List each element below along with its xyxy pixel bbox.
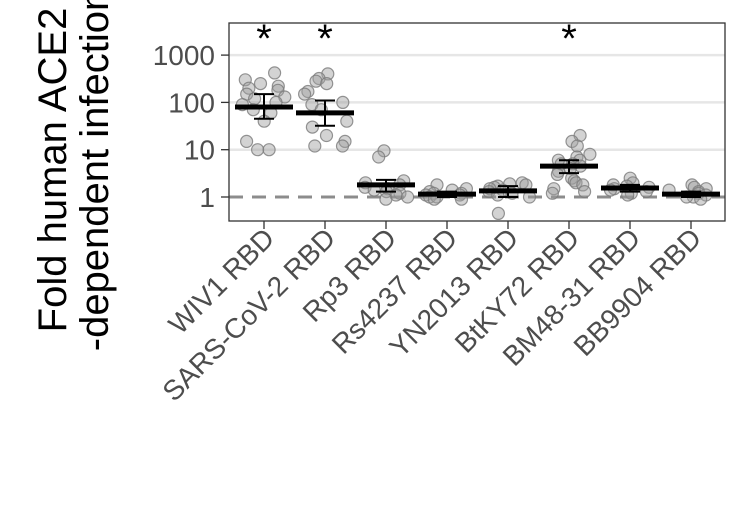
y-tick-label-100: 100 [168, 87, 215, 118]
data-point-2-11 [305, 120, 319, 134]
significance-marker-2: * [317, 17, 333, 61]
data-point-3-12 [401, 190, 415, 204]
data-point-1-1 [268, 66, 282, 80]
data-point-2-14 [335, 139, 350, 153]
data-point-1-16 [251, 143, 265, 157]
data-point-6-3 [570, 139, 584, 153]
data-point-2-10 [340, 114, 354, 128]
data-point-6-20 [545, 186, 560, 200]
data-point-2-4 [320, 76, 334, 91]
data-point-1-4 [271, 79, 285, 93]
significance-markers: * * * [256, 17, 577, 61]
data-point-6-19 [577, 185, 592, 199]
y-axis: 1 10 100 1000 [153, 40, 229, 213]
y-tick-label-1000: 1000 [153, 40, 215, 71]
y-axis-title: Fold human ACE2 -dependent infection [31, 0, 117, 351]
significance-marker-1: * [256, 17, 272, 61]
y-tick-label-1: 1 [199, 182, 215, 213]
gridlines [229, 53, 725, 151]
y-tick-label-10: 10 [184, 135, 215, 166]
data-point-3-2 [372, 150, 386, 164]
significance-marker-6: * [561, 17, 577, 61]
data-point-3-13 [379, 192, 393, 206]
data-point-1-17 [262, 143, 276, 157]
data-point-6-13 [550, 167, 565, 181]
data-point-5-12 [491, 206, 505, 220]
data-point-1-15 [240, 134, 254, 148]
data-point-2-3 [309, 74, 323, 88]
data-point-2-6 [298, 87, 312, 101]
y-axis-title-line-2: -dependent infection [73, 0, 117, 351]
data-point-2-12 [319, 128, 334, 143]
plot-panel-border [228, 22, 726, 222]
y-axis-title-line-1: Fold human ACE2 [31, 8, 75, 333]
data-point-1-3 [253, 76, 268, 91]
data-point-6-4 [583, 147, 597, 161]
data-point-2-15 [308, 139, 322, 153]
mean-and-error-bars [235, 93, 720, 198]
data-point-2-7 [336, 95, 350, 110]
